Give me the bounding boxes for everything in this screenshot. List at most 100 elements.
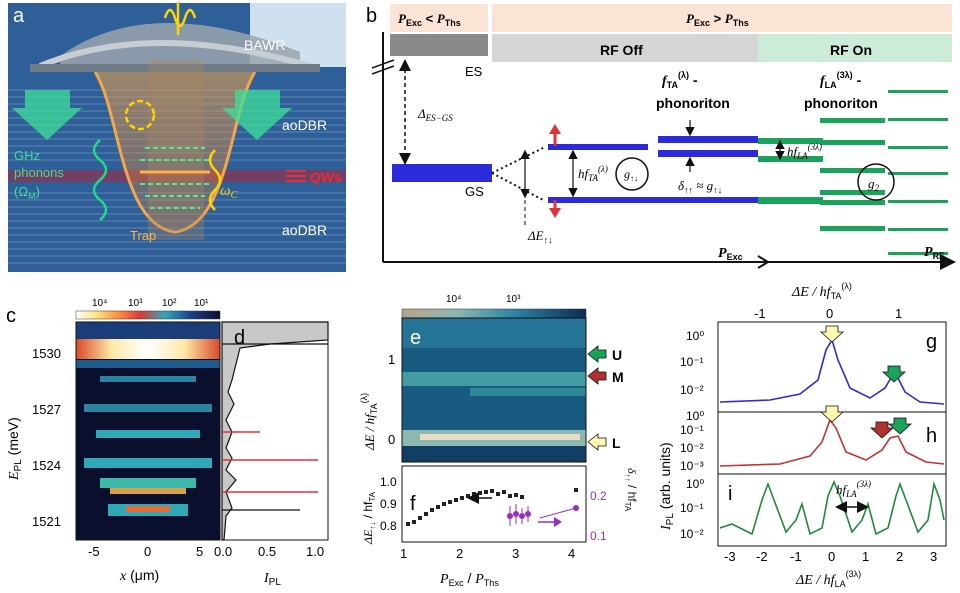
d-xtick-0: 0.0: [214, 544, 232, 559]
bawr-ring: [38, 40, 311, 69]
panel-i-letter: i: [728, 483, 732, 505]
panel-b: b PExc < PThs PExc > PThs RF Off RF On E…: [366, 4, 956, 270]
e-band-m: [470, 388, 586, 396]
f-ylabel-right: δ↑↑ / hfTA: [623, 468, 639, 512]
d-frame: [221, 321, 329, 541]
h-marker-m: [869, 421, 895, 439]
d-xtick-1: 0.5: [258, 544, 276, 559]
ta-lower: [658, 150, 758, 157]
d-xtick-2: 1.0: [306, 544, 324, 559]
hdr-rf-off: [492, 34, 758, 62]
panel-a-letter: a: [13, 5, 25, 27]
hf-la-label: hfLA(3λ): [787, 142, 822, 161]
panel-h: h 10⁰ 10⁻¹ 10⁻² 10⁻³: [680, 405, 947, 475]
g-ytick-0: 10⁰: [686, 329, 704, 343]
f-ytick-left-0: 1.0: [380, 475, 397, 489]
phonoriton-la: phonoriton: [804, 95, 878, 111]
c-xtick-0: -5: [88, 544, 100, 559]
h-ytick-3: 10⁻³: [680, 459, 704, 473]
es-label: ES: [465, 64, 483, 79]
panel-e: 10⁴ 10³ e 1 0 ΔE / hfTA(λ) U M L: [359, 294, 624, 463]
c-ytick-1: 1527: [32, 402, 61, 417]
c-band-1521-core: [126, 506, 170, 512]
h-ytick-0: 10⁰: [686, 409, 704, 423]
i-xtick-0: -3: [724, 549, 736, 564]
panel-f-letter: f: [410, 493, 416, 515]
marker-m-label: M: [612, 369, 624, 385]
hdr-left-text: PExc < PThs: [398, 11, 461, 28]
i-xtick-3: 0: [828, 549, 835, 564]
f-ta-label: fTA(λ) -: [662, 70, 698, 90]
c-cbar-tick-3: 10¹: [194, 298, 209, 309]
c-band-1524: [84, 458, 212, 468]
delta-uu-label: δ↑↑ ≈ g↑↓: [678, 178, 722, 195]
h-ytick-2: 10⁻²: [680, 441, 704, 455]
rf-off-label: RF Off: [600, 42, 643, 58]
marker-u-arrow: [587, 345, 607, 363]
f-ytick-right-0: 0.2: [590, 489, 607, 503]
f-xtick-1: 2: [456, 546, 463, 561]
i-xtick-2: -1: [790, 549, 802, 564]
c-ytick-0: 1530: [32, 346, 61, 361]
marker-l-arrow: [587, 433, 607, 451]
rf-on-label: RF On: [830, 42, 872, 58]
i-ytick-0: 10⁰: [686, 477, 704, 491]
c-cbar-tick-2: 10²: [162, 298, 177, 309]
h-ytick-1: 10⁻¹: [680, 423, 704, 437]
c-colorbar: [75, 310, 221, 320]
top-wave: [163, 2, 197, 35]
c-ylabel: EPL (meV): [5, 417, 24, 481]
h-marker-zero: [819, 405, 845, 423]
f-xtick-2: 3: [512, 546, 519, 561]
i-xlabel: ΔE / hfLA(3λ): [795, 569, 861, 589]
omega-c-label: ωC: [220, 183, 238, 201]
i-xtick-4: 1: [862, 549, 869, 564]
trap-label: Trap: [130, 228, 156, 243]
g-ytick-1: 10⁻¹: [680, 355, 704, 369]
h-spectrum: [719, 418, 945, 467]
i-xtick-5: 2: [896, 549, 903, 564]
panel-a: a BAWR aoDBR aoDBR QWs GHz phonons (ΩM) …: [8, 2, 346, 272]
f-xlabel: PExc / PThs: [439, 570, 499, 588]
i-xtick-1: -2: [756, 549, 768, 564]
c-xtick-1: 0: [144, 544, 151, 559]
g-top-xtick-0: -1: [754, 306, 766, 321]
e-band-u: [402, 372, 586, 386]
i-annotation: hfLA(3λ): [836, 479, 871, 499]
e-colorbar: [401, 308, 587, 319]
g-top-xlabel: ΔE / hfTA(λ): [791, 281, 852, 301]
aodbr-top-label: aoDBR: [282, 117, 327, 133]
bawr-label: BAWR: [244, 37, 285, 53]
trap-levels: [140, 147, 210, 209]
f-la-label: fLA(3λ) -: [820, 70, 862, 90]
g2-loop: [857, 163, 895, 201]
e-ylabel: ΔE / hfTA(λ): [359, 393, 379, 451]
c-cbar-tick-0: 10⁴: [92, 298, 107, 309]
delta-es-gs: ΔES−GS: [417, 106, 453, 123]
panel-c: c 10⁴ 10³ 10² 10¹ 1530 1527 1524 1521 -5…: [5, 298, 221, 584]
f-purple-series: [507, 504, 579, 526]
e-band-l-core: [420, 434, 580, 440]
marker-m-arrow: [587, 367, 607, 385]
i-ytick-2: 10⁻²: [680, 527, 704, 541]
g-updown-label: g↑↓: [624, 167, 638, 183]
c-band-1526: [96, 430, 200, 438]
marker-u-label: U: [612, 347, 622, 363]
ghz-label-1: GHz: [14, 148, 40, 163]
e-upper-fade: [402, 318, 586, 348]
c-top-glow: [76, 322, 220, 344]
f-ytick-right-1: 0.1: [590, 529, 607, 543]
gs-level: [392, 164, 492, 182]
left-down-arrow: [12, 90, 82, 140]
p-exc-label: PExc: [718, 246, 743, 262]
f-ytick-left-2: 0.8: [380, 519, 397, 533]
c-band-1530: [76, 339, 220, 359]
c-xtick-2: 5: [196, 544, 203, 559]
ghz-label-3: (ΩM): [14, 184, 40, 201]
c-band-1528: [100, 376, 196, 382]
c-xlabel: x (μm): [119, 567, 159, 584]
f-ytick-left-1: 0.9: [380, 497, 397, 511]
g2-label: g2: [868, 176, 880, 193]
g-marker-zero: [819, 325, 845, 343]
